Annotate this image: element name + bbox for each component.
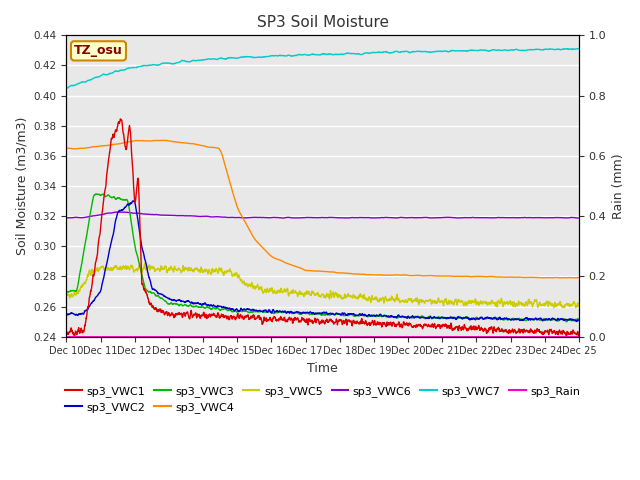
sp3_VWC2 <box>312 310 320 316</box>
sp3_VWC7 <box>560 46 568 51</box>
sp3_VWC2 <box>298 310 306 316</box>
Line: sp3_VWC1: sp3_VWC1 <box>67 119 579 336</box>
sp3_Rain <box>575 334 583 340</box>
sp3_VWC1 <box>561 329 568 335</box>
sp3_VWC2 <box>561 317 568 323</box>
sp3_VWC4 <box>312 268 320 274</box>
sp3_VWC4 <box>63 145 70 151</box>
sp3_VWC4 <box>570 275 578 281</box>
sp3_VWC5 <box>575 301 583 307</box>
sp3_VWC6 <box>467 215 474 220</box>
sp3_VWC5 <box>312 292 320 298</box>
X-axis label: Time: Time <box>307 362 338 375</box>
Legend: sp3_VWC1, sp3_VWC2, sp3_VWC3, sp3_VWC4, sp3_VWC5, sp3_VWC6, sp3_VWC7, sp3_Rain: sp3_VWC1, sp3_VWC2, sp3_VWC3, sp3_VWC4, … <box>61 382 585 418</box>
Text: TZ_osu: TZ_osu <box>74 44 123 58</box>
sp3_VWC1 <box>89 276 97 282</box>
sp3_Rain <box>312 334 319 340</box>
sp3_VWC1 <box>116 116 124 122</box>
sp3_Rain <box>560 334 568 340</box>
sp3_VWC7 <box>89 76 97 82</box>
sp3_VWC1 <box>467 325 474 331</box>
sp3_VWC3 <box>467 316 474 322</box>
sp3_VWC6 <box>561 215 568 221</box>
sp3_VWC4 <box>89 144 97 150</box>
sp3_VWC4 <box>561 275 568 280</box>
sp3_VWC4 <box>298 266 306 272</box>
sp3_VWC1 <box>298 316 306 322</box>
Line: sp3_VWC6: sp3_VWC6 <box>67 212 579 218</box>
sp3_VWC7 <box>466 47 474 53</box>
sp3_VWC6 <box>298 215 306 221</box>
sp3_VWC5 <box>298 291 306 297</box>
sp3_VWC2 <box>467 316 474 322</box>
sp3_VWC7 <box>298 52 306 58</box>
sp3_VWC5 <box>63 293 70 299</box>
sp3_VWC4 <box>560 275 568 281</box>
sp3_VWC7 <box>63 85 70 91</box>
sp3_VWC5 <box>561 303 568 309</box>
sp3_VWC5 <box>467 299 474 305</box>
sp3_VWC1 <box>575 333 583 338</box>
Title: SP3 Soil Moisture: SP3 Soil Moisture <box>257 15 388 30</box>
Line: sp3_VWC7: sp3_VWC7 <box>67 48 579 88</box>
sp3_Rain <box>89 334 97 340</box>
sp3_VWC3 <box>561 316 568 322</box>
sp3_Rain <box>63 334 70 340</box>
sp3_VWC1 <box>563 334 570 339</box>
sp3_VWC7 <box>575 46 583 51</box>
sp3_VWC3 <box>563 319 570 324</box>
sp3_VWC3 <box>92 191 100 197</box>
sp3_VWC1 <box>560 329 568 335</box>
sp3_Rain <box>560 334 568 340</box>
sp3_VWC5 <box>561 305 568 311</box>
sp3_VWC5 <box>550 305 557 311</box>
Line: sp3_VWC3: sp3_VWC3 <box>67 194 579 322</box>
sp3_VWC2 <box>63 312 70 317</box>
sp3_VWC7 <box>312 52 319 58</box>
sp3_VWC3 <box>298 311 306 316</box>
sp3_VWC1 <box>312 320 320 325</box>
Line: sp3_VWC2: sp3_VWC2 <box>67 201 579 322</box>
sp3_VWC3 <box>89 198 97 204</box>
sp3_VWC1 <box>63 329 70 335</box>
sp3_VWC3 <box>560 316 568 322</box>
sp3_VWC3 <box>312 311 320 317</box>
sp3_VWC6 <box>575 215 583 221</box>
sp3_VWC4 <box>575 275 583 280</box>
sp3_VWC2 <box>89 299 97 305</box>
Y-axis label: Soil Moisture (m3/m3): Soil Moisture (m3/m3) <box>15 117 28 255</box>
sp3_VWC3 <box>575 316 583 322</box>
sp3_VWC6 <box>574 215 582 221</box>
sp3_VWC6 <box>113 209 121 215</box>
sp3_VWC6 <box>312 215 320 220</box>
sp3_VWC6 <box>63 215 70 221</box>
sp3_VWC3 <box>63 289 70 295</box>
sp3_VWC2 <box>560 318 568 324</box>
sp3_VWC5 <box>141 260 148 266</box>
Y-axis label: Rain (mm): Rain (mm) <box>612 153 625 219</box>
sp3_VWC6 <box>560 215 568 221</box>
sp3_VWC7 <box>560 46 568 52</box>
sp3_VWC4 <box>467 274 474 279</box>
sp3_VWC6 <box>89 213 97 219</box>
Line: sp3_VWC4: sp3_VWC4 <box>67 140 579 278</box>
sp3_VWC5 <box>89 270 97 276</box>
sp3_VWC2 <box>575 317 583 323</box>
sp3_Rain <box>298 334 306 340</box>
sp3_VWC2 <box>573 319 580 324</box>
sp3_VWC2 <box>129 198 137 204</box>
sp3_VWC4 <box>160 137 168 143</box>
Line: sp3_VWC5: sp3_VWC5 <box>67 263 579 308</box>
sp3_Rain <box>466 334 474 340</box>
